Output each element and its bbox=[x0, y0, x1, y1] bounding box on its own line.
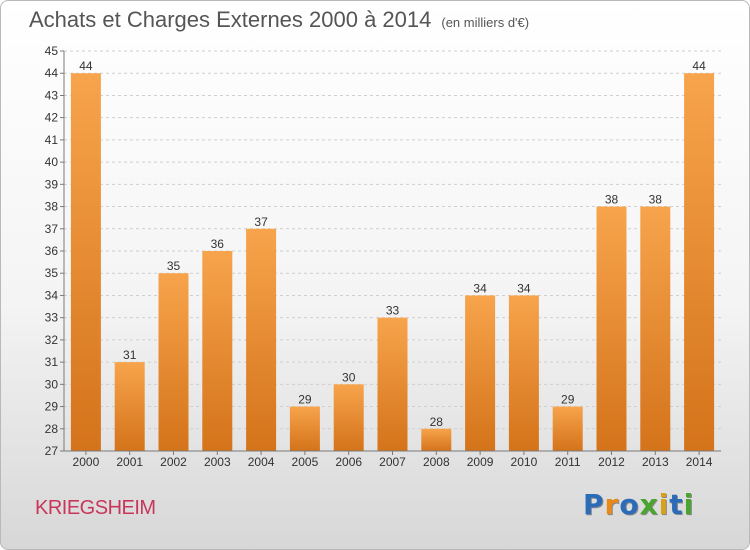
bar-2005 bbox=[289, 406, 320, 451]
axes bbox=[63, 51, 721, 455]
y-tick-label: 45 bbox=[45, 44, 59, 58]
data-label: 31 bbox=[123, 348, 137, 362]
y-tick-label: 33 bbox=[45, 311, 59, 325]
proxiti-logo: Proxiti bbox=[583, 488, 694, 521]
data-label: 37 bbox=[254, 215, 268, 229]
x-tick-label: 2008 bbox=[423, 455, 450, 469]
data-label: 29 bbox=[298, 393, 312, 407]
data-label: 44 bbox=[692, 59, 706, 73]
x-tick-label: 2010 bbox=[511, 455, 538, 469]
bar-2013 bbox=[640, 206, 671, 451]
commune-name: KRIEGSHEIM bbox=[35, 497, 156, 519]
x-tick-label: 2004 bbox=[248, 455, 275, 469]
data-labels: 44 31 35 36 37 29 30 33 28 34 34 29 38 38 44 bbox=[79, 59, 706, 429]
bar-2003 bbox=[202, 251, 233, 451]
y-tick-label: 35 bbox=[45, 266, 59, 280]
bar-2011 bbox=[552, 406, 583, 451]
data-label: 34 bbox=[517, 281, 531, 295]
data-label: 44 bbox=[79, 59, 93, 73]
x-tick-label: 2014 bbox=[686, 455, 713, 469]
y-tick-label: 40 bbox=[45, 155, 59, 169]
x-tick-label: 2003 bbox=[204, 455, 231, 469]
bar-2007 bbox=[377, 317, 408, 451]
x-tick-label: 2007 bbox=[379, 455, 406, 469]
bar-2009 bbox=[465, 295, 496, 451]
chart-title-unit: (en milliers d'€) bbox=[441, 15, 530, 30]
logo-letter: i bbox=[683, 488, 695, 521]
y-tick-label: 32 bbox=[45, 333, 59, 347]
x-tick-label: 2000 bbox=[73, 455, 100, 469]
y-tick-labels: 27 28 29 30 31 32 33 34 35 36 37 38 39 40 41 42 43 44 45 bbox=[45, 44, 59, 458]
logo-letter: P bbox=[583, 488, 605, 521]
x-tick-label: 2009 bbox=[467, 455, 494, 469]
bar-2014 bbox=[684, 73, 715, 451]
x-tick-label: 2001 bbox=[116, 455, 143, 469]
data-label: 30 bbox=[342, 370, 356, 384]
y-tick-label: 36 bbox=[45, 244, 59, 258]
y-tick-label: 31 bbox=[45, 355, 59, 369]
y-tick-label: 39 bbox=[45, 177, 59, 191]
data-label: 38 bbox=[605, 193, 619, 207]
bar-2002 bbox=[158, 273, 189, 451]
y-tick-label: 29 bbox=[45, 400, 59, 414]
bars bbox=[70, 73, 715, 451]
logo-letter: o bbox=[619, 488, 640, 521]
logo-letter: x bbox=[639, 488, 659, 521]
y-tick-label: 37 bbox=[45, 222, 59, 236]
y-tick-label: 27 bbox=[45, 444, 59, 458]
chart-title: Achats et Charges Externes 2000 à 2014 (e… bbox=[29, 7, 529, 33]
data-label: 38 bbox=[649, 193, 663, 207]
chart-title-main: Achats et Charges Externes 2000 à 2014 bbox=[29, 7, 432, 32]
y-tick-label: 28 bbox=[45, 422, 59, 436]
logo-letter: r bbox=[604, 488, 620, 521]
bar-2000 bbox=[70, 73, 101, 451]
data-label: 33 bbox=[386, 304, 400, 318]
x-tick-label: 2011 bbox=[555, 455, 581, 469]
logo-letter: t bbox=[669, 488, 684, 521]
bar-2004 bbox=[246, 228, 277, 451]
y-tick-label: 44 bbox=[45, 66, 59, 80]
logo-letter: i bbox=[658, 488, 670, 521]
y-tick-label: 34 bbox=[45, 288, 59, 302]
x-tick-label: 2005 bbox=[292, 455, 319, 469]
bar-2008 bbox=[421, 428, 452, 451]
x-tick-label: 2002 bbox=[160, 455, 187, 469]
bar-2010 bbox=[508, 295, 539, 451]
x-tick-label: 2012 bbox=[598, 455, 625, 469]
bar-2006 bbox=[333, 384, 364, 451]
bar-2001 bbox=[114, 362, 145, 451]
y-tick-label: 41 bbox=[45, 133, 59, 147]
bar-2012 bbox=[596, 206, 627, 451]
y-tick-label: 38 bbox=[45, 200, 59, 214]
data-label: 36 bbox=[211, 237, 225, 251]
data-label: 29 bbox=[561, 393, 575, 407]
data-label: 35 bbox=[167, 259, 181, 273]
y-tick-label: 43 bbox=[45, 88, 59, 102]
x-tick-label: 2006 bbox=[335, 455, 362, 469]
data-label: 28 bbox=[430, 415, 444, 429]
x-tick-label: 2013 bbox=[642, 455, 669, 469]
data-label: 34 bbox=[473, 281, 487, 295]
x-tick-labels: 2000 2001 2002 2003 2004 2005 2006 2007 2008 2009… bbox=[73, 455, 713, 469]
y-tick-label: 30 bbox=[45, 377, 59, 391]
y-tick-label: 42 bbox=[45, 111, 59, 125]
